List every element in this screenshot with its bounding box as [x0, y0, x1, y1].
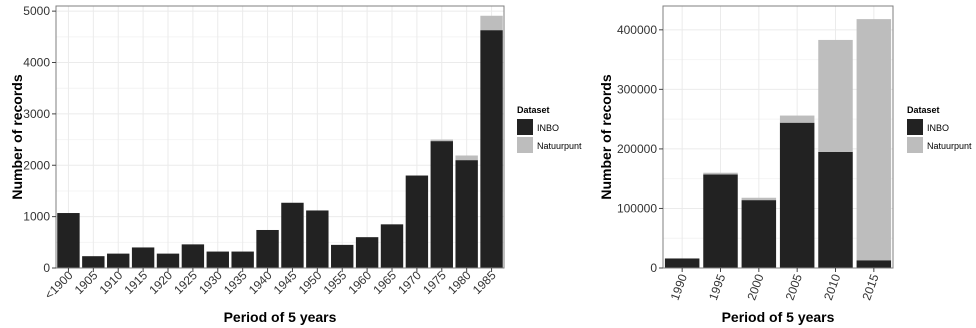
- legend-label-natuurpunt: Natuurpunt: [537, 141, 582, 151]
- legend: Dataset INBO Natuurpunt: [907, 105, 972, 153]
- bar-inbo-1950: [306, 210, 329, 268]
- bar-inbo-1930: [206, 251, 229, 268]
- x-tick-label: 1935: [221, 268, 250, 297]
- x-tick-label: 1960: [345, 268, 374, 297]
- bar-inbo-1975: [430, 141, 453, 268]
- y-tick-label: 4000: [23, 56, 50, 70]
- bar-inbo-1915: [131, 247, 155, 268]
- y-tick-label: 300000: [617, 82, 657, 96]
- bar-natuurpunt-2010: [818, 39, 853, 152]
- y-tick-label: 0: [43, 261, 50, 275]
- bar-natuurpunt-1975: [430, 139, 453, 142]
- x-tick-label: 1945: [271, 268, 300, 297]
- x-tick-label: 1925: [171, 268, 200, 297]
- bar-inbo-2010: [818, 151, 853, 268]
- bar-inbo-<1900: [57, 213, 80, 268]
- x-tick-label: 1950: [296, 268, 325, 297]
- bar-natuurpunt-2015: [856, 19, 892, 261]
- x-tick-label: 2010: [821, 272, 843, 302]
- x-tick-label: 1980: [445, 268, 474, 297]
- bar-inbo-1985: [480, 30, 503, 269]
- x-tick-label: 1990: [668, 272, 690, 302]
- bar-natuurpunt-1995: [703, 172, 738, 175]
- bar-inbo-1905: [82, 256, 105, 268]
- x-axis-title: Period of 5 years: [224, 309, 337, 325]
- bar-inbo-2000: [741, 200, 777, 268]
- x-tick-label: 1915: [121, 268, 150, 297]
- x-tick-label: 2015: [859, 272, 881, 302]
- bar-inbo-1970: [405, 175, 429, 268]
- bar-inbo-1935: [231, 251, 254, 268]
- x-tick-label: 1975: [420, 268, 449, 297]
- bar-inbo-1980: [455, 160, 478, 268]
- legend-key-inbo: [517, 119, 533, 135]
- x-tick-label: 1965: [370, 268, 399, 297]
- legend: Dataset INBO Natuurpunt: [517, 105, 582, 153]
- panel-border: [662, 5, 894, 269]
- bar-inbo-1965: [380, 224, 404, 268]
- bar-inbo-1945: [281, 202, 304, 268]
- chart-2: 0 100000 200000 300000 400000 1990 1995 2000 200…: [598, 5, 972, 325]
- bar-inbo-1990: [664, 258, 700, 268]
- y-tick-label: 0: [650, 261, 657, 275]
- bar-inbo-1955: [331, 244, 354, 268]
- bar-natuurpunt-1985: [480, 15, 503, 31]
- y-axis-title: Number of records: [598, 74, 614, 199]
- y-tick-label: 100000: [617, 201, 657, 215]
- y-tick-label: 400000: [617, 23, 657, 37]
- bar-inbo-2015: [856, 260, 892, 268]
- x-tick-label: 1995: [706, 272, 728, 302]
- y-tick-label: 200000: [617, 142, 657, 156]
- bar-inbo-1925: [181, 244, 205, 268]
- x-tick-label: 1955: [321, 268, 350, 297]
- x-tick-label: 1920: [146, 268, 175, 297]
- legend-label-inbo: INBO: [927, 123, 949, 133]
- plot-panel: [56, 6, 504, 268]
- x-axis-title: Period of 5 years: [722, 309, 835, 325]
- bar-inbo-1995: [703, 174, 738, 268]
- y-tick-label: 1000: [23, 210, 50, 224]
- x-tick-label: 2000: [744, 272, 766, 302]
- x-tick-label: 1970: [395, 268, 424, 297]
- legend-label-natuurpunt: Natuurpunt: [927, 141, 972, 151]
- bar-inbo-2005: [779, 122, 815, 268]
- bar-inbo-1910: [107, 253, 130, 268]
- x-tick-label: 1940: [246, 268, 275, 297]
- y-tick-label: 3000: [23, 107, 50, 121]
- chart-1: 010002000300040005000<190019051910191519…: [9, 4, 582, 325]
- legend-key-natuurpunt: [907, 137, 923, 153]
- legend-title: Dataset: [517, 105, 550, 115]
- legend-key-inbo: [907, 119, 923, 135]
- x-tick-label: 1910: [97, 268, 126, 297]
- legend-title: Dataset: [907, 105, 940, 115]
- x-tick-label: 1930: [196, 268, 225, 297]
- x-tick-label: 1985: [470, 268, 499, 297]
- x-tick-label: 2005: [783, 272, 805, 302]
- bar-natuurpunt-2005: [779, 115, 815, 123]
- bar-natuurpunt-2000: [741, 197, 777, 201]
- legend-key-natuurpunt: [517, 137, 533, 153]
- bar-inbo-1960: [355, 237, 379, 268]
- bar-natuurpunt-1980: [455, 155, 478, 161]
- plot-panel: [663, 6, 893, 268]
- bar-inbo-1920: [156, 253, 180, 268]
- y-tick-label: 5000: [23, 4, 50, 18]
- y-axis-title: Number of records: [9, 74, 25, 199]
- legend-label-inbo: INBO: [537, 123, 559, 133]
- x-tick-label: 1905: [72, 268, 101, 297]
- bar-inbo-1940: [256, 229, 279, 268]
- panel-border: [55, 5, 505, 269]
- y-tick-label: 2000: [23, 158, 50, 172]
